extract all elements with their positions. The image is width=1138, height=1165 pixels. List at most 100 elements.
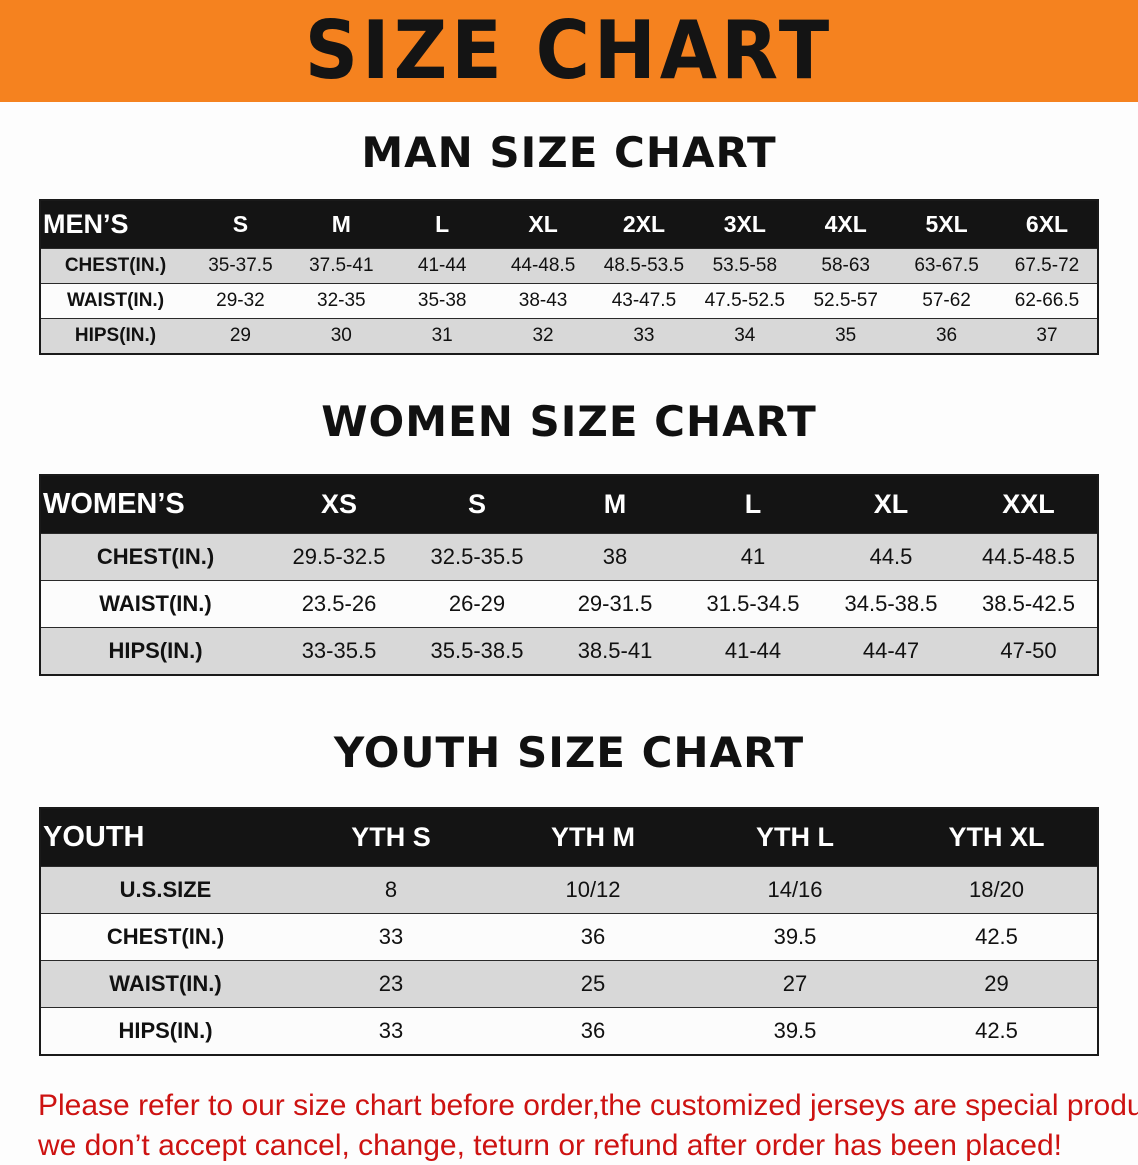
size-value: 34 bbox=[734, 325, 756, 346]
size-value: 44-47 bbox=[862, 638, 920, 663]
size-value: 29 bbox=[229, 325, 251, 346]
size-value: 36 bbox=[935, 325, 958, 346]
size-value: 67.5-72 bbox=[1014, 255, 1080, 276]
men-size-section: MAN SIZE CHART MEN’S S M L XL 2XL 3XL 4XL 5XL 6XL C… bbox=[0, 128, 1138, 355]
table-row: WAIST(IN.) 23 25 27 29 bbox=[40, 960, 1098, 1008]
table-row: HIPS(IN.) 29 30 31 32 33 34 35 36 37 bbox=[40, 318, 1098, 354]
women-size-table: WOMEN’S XS S M L XL XXL CHEST(IN.) 29.5-32.5 32.5… bbox=[39, 474, 1099, 676]
size-value: 29 bbox=[984, 971, 1009, 996]
men-size-column-header: L bbox=[391, 200, 493, 249]
size-value: 42.5 bbox=[975, 1018, 1018, 1043]
size-value: 47.5-52.5 bbox=[704, 290, 785, 311]
women-size-column-header: XL bbox=[822, 475, 960, 534]
size-value: 38.5-42.5 bbox=[982, 591, 1075, 616]
table-row: WAIST(IN.) 29-32 32-35 35-38 38-43 43-47.5 47.… bbox=[40, 283, 1098, 319]
women-header-row: WOMEN’S XS S M L XL XXL bbox=[40, 475, 1098, 534]
size-value: 38.5-41 bbox=[577, 638, 653, 663]
size-value: 53.5-58 bbox=[712, 255, 778, 276]
men-size-table: MEN’S S M L XL 2XL 3XL 4XL 5XL 6XL CHEST(IN.) 35-37… bbox=[39, 199, 1099, 355]
men-section-heading: MAN SIZE CHART bbox=[361, 128, 777, 177]
women-section-heading: WOMEN SIZE CHART bbox=[321, 397, 817, 446]
size-value: 41-44 bbox=[724, 638, 782, 663]
table-row: HIPS(IN.) 33 36 39.5 42.5 bbox=[40, 1007, 1098, 1055]
row-label: U.S.SIZE bbox=[119, 877, 212, 902]
size-value: 35-38 bbox=[417, 290, 467, 311]
banner-title: SIZE CHART bbox=[304, 4, 834, 98]
size-value: 42.5 bbox=[975, 924, 1018, 949]
size-value: 23 bbox=[378, 971, 404, 996]
men-size-column-header: S bbox=[190, 200, 291, 249]
row-label: HIPS(IN.) bbox=[108, 638, 203, 663]
size-value: 8 bbox=[384, 877, 398, 902]
size-value: 31.5-34.5 bbox=[706, 591, 800, 616]
size-value: 58-63 bbox=[821, 255, 870, 276]
men-size-column-header: 4XL bbox=[795, 200, 897, 249]
men-size-column-header: XL bbox=[492, 200, 594, 249]
size-value: 38 bbox=[602, 544, 628, 569]
size-value: 36 bbox=[580, 924, 606, 949]
men-size-column-header: 6XL bbox=[997, 200, 1098, 249]
men-size-column-header: 2XL bbox=[593, 200, 695, 249]
size-value: 44-48.5 bbox=[510, 255, 576, 276]
size-value: 44.5 bbox=[869, 544, 913, 569]
row-label: CHEST(IN.) bbox=[106, 924, 225, 949]
size-value: 38-43 bbox=[518, 290, 568, 311]
size-value: 39.5 bbox=[773, 1018, 817, 1043]
youth-size-column-header: YTH S bbox=[290, 808, 492, 867]
size-value: 10/12 bbox=[565, 877, 621, 902]
size-value: 33 bbox=[378, 1018, 404, 1043]
size-value: 23.5-26 bbox=[301, 591, 377, 616]
women-size-section: WOMEN SIZE CHART WOMEN’S XS S M L XL XXL CHEST(I… bbox=[0, 397, 1138, 676]
size-value: 32-35 bbox=[317, 290, 366, 311]
table-row: CHEST(IN.) 33 36 39.5 42.5 bbox=[40, 913, 1098, 961]
size-value: 27 bbox=[782, 971, 808, 996]
size-value: 35.5-38.5 bbox=[430, 638, 524, 663]
men-size-column-header: 3XL bbox=[694, 200, 796, 249]
row-label: WAIST(IN.) bbox=[109, 971, 222, 996]
footer-note: Please refer to our size chart before or… bbox=[38, 1086, 1138, 1165]
men-size-column-header: 5XL bbox=[896, 200, 997, 249]
row-label: HIPS(IN.) bbox=[74, 325, 157, 346]
youth-header-row: YOUTH YTH S YTH M YTH L YTH XL bbox=[40, 808, 1098, 867]
size-value: 32 bbox=[532, 325, 554, 346]
size-value: 29.5-32.5 bbox=[292, 544, 386, 569]
youth-size-table: YOUTH YTH S YTH M YTH L YTH XL U.S.SIZE 8 10/12… bbox=[39, 807, 1099, 1056]
size-value: 41 bbox=[740, 544, 766, 569]
size-value: 41-44 bbox=[417, 255, 467, 276]
table-row: HIPS(IN.) 33-35.5 35.5-38.5 38.5-41 41-44 44-… bbox=[40, 627, 1098, 675]
size-value: 35-37.5 bbox=[208, 255, 273, 276]
row-label: CHEST(IN.) bbox=[64, 255, 167, 276]
size-value: 44.5-48.5 bbox=[982, 544, 1075, 569]
row-label: CHEST(IN.) bbox=[96, 544, 215, 569]
size-value: 52.5-57 bbox=[813, 290, 878, 311]
size-value: 14/16 bbox=[767, 877, 823, 902]
size-value: 25 bbox=[580, 971, 606, 996]
men-group-label: MEN’S bbox=[40, 200, 190, 249]
size-value: 47-50 bbox=[1000, 638, 1057, 663]
women-size-column-header: M bbox=[546, 475, 684, 534]
youth-group-label: YOUTH bbox=[40, 808, 290, 867]
size-chart-banner: SIZE CHART bbox=[0, 0, 1138, 102]
size-value: 36 bbox=[580, 1018, 606, 1043]
women-group-label: WOMEN’S bbox=[40, 475, 270, 534]
sections-container: MAN SIZE CHART MEN’S S M L XL 2XL 3XL 4XL 5XL 6XL C… bbox=[0, 128, 1138, 1056]
size-value: 48.5-53.5 bbox=[603, 255, 685, 276]
size-value: 33 bbox=[378, 924, 404, 949]
size-value: 33-35.5 bbox=[301, 638, 377, 663]
size-value: 30 bbox=[330, 325, 352, 346]
youth-size-column-header: YTH M bbox=[492, 808, 694, 867]
table-row: CHEST(IN.) 35-37.5 37.5-41 41-44 44-48.5 48.5… bbox=[40, 248, 1098, 284]
size-value: 31 bbox=[431, 325, 453, 346]
size-value: 34.5-38.5 bbox=[844, 591, 938, 616]
youth-size-column-header: YTH L bbox=[694, 808, 896, 867]
women-size-column-header: XXL bbox=[960, 475, 1098, 534]
row-label: WAIST(IN.) bbox=[66, 290, 165, 311]
men-header-row: MEN’S S M L XL 2XL 3XL 4XL 5XL 6XL bbox=[40, 200, 1098, 249]
size-value: 29-32 bbox=[216, 290, 265, 311]
size-value: 62-66.5 bbox=[1014, 290, 1080, 311]
youth-size-column-header: YTH XL bbox=[896, 808, 1098, 867]
youth-section-heading: YOUTH SIZE CHART bbox=[333, 728, 805, 777]
size-value: 43-47.5 bbox=[611, 290, 677, 311]
table-row: CHEST(IN.) 29.5-32.5 32.5-35.5 38 41 44.5 44.5… bbox=[40, 533, 1098, 581]
women-size-column-header: S bbox=[408, 475, 546, 534]
